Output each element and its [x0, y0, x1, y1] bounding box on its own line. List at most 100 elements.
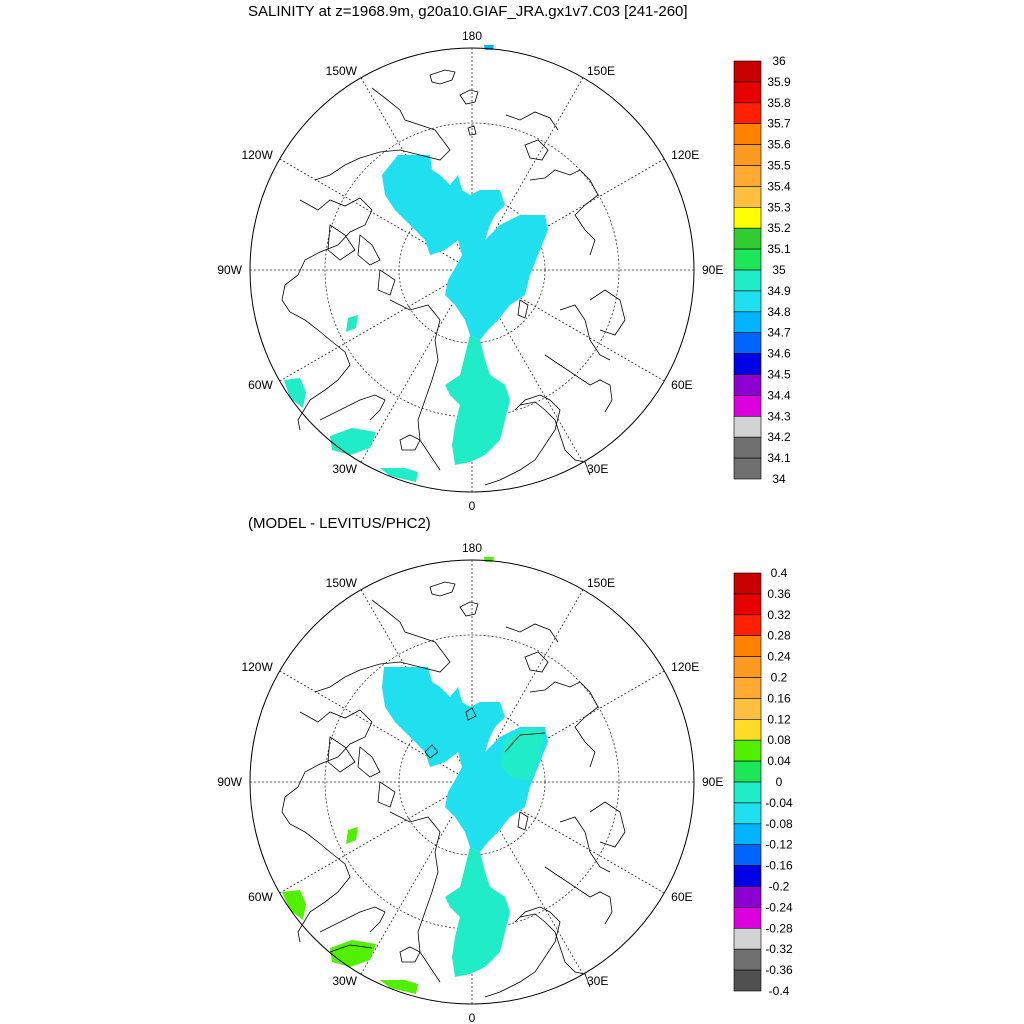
top-lon-label-10: 120W [241, 148, 273, 162]
top-colorbar-swatch-0 [733, 60, 762, 83]
bottom-baffin-fill [282, 890, 306, 920]
bottom-lon-label-10: 120W [241, 660, 273, 674]
bottom-beaufort-inner-fill [500, 728, 545, 780]
bottom-lon-label-3: 90E [702, 775, 723, 789]
top-colorbar-label-14: 34.6 [767, 347, 791, 361]
top-lon-label-3: 90E [702, 263, 723, 277]
top-colorbar-swatch-16 [733, 395, 762, 417]
top-nordic-seas-fill [445, 335, 510, 465]
bottom-longitude-labels: 180 150E 120E 90E 60E 30E 0 30W 60W 90W 120W 150W [217, 541, 723, 1024]
top-colorbar-label-11: 34.9 [767, 284, 791, 298]
bottom-coastlines [281, 581, 626, 998]
bottom-lon-label-9: 90W [217, 775, 242, 789]
bottom-lon-label-4: 60E [671, 890, 692, 904]
top-baffin-fill [284, 378, 306, 408]
top-labrador-fill [330, 428, 376, 455]
top-colorbar-swatch-1 [733, 81, 762, 104]
bottom-colorbar-label-14: -0.16 [765, 859, 793, 873]
top-colorbar-swatch-9 [733, 248, 762, 271]
top-colorbar-swatch-5 [733, 165, 762, 187]
top-lon-label-11: 150W [326, 64, 358, 78]
bottom-colorbar-label-5: 0.2 [771, 671, 788, 685]
bottom-colorbar-label-2: 0.32 [767, 608, 791, 622]
top-map: 180 150E 120E 90E 60E 30E 0 30W 60W 90W 120W 150W [217, 29, 723, 513]
top-colorbar-label-3: 35.7 [767, 117, 791, 131]
bottom-colorbar-swatch-8 [733, 739, 762, 762]
top-colorbar-swatch-7 [733, 207, 762, 229]
top-colorbar-swatch-13 [733, 332, 762, 354]
top-colorbar-label-7: 35.3 [767, 200, 791, 214]
top-lon-label-1: 150E [587, 64, 615, 78]
bottom-atlantic-fill [380, 980, 418, 994]
bottom-lon-label-7: 30W [332, 974, 357, 988]
bottom-labrador-fill [330, 940, 376, 967]
bottom-colorbar-label-8: 0.08 [767, 733, 791, 747]
top-colorbar-label-6: 35.4 [767, 179, 791, 193]
top-colorbar-swatch-2 [733, 102, 762, 125]
top-map-boundary [249, 47, 695, 493]
bottom-lon-label-6: 0 [469, 1011, 476, 1024]
bottom-title: (MODEL - LEVITUS/PHC2) [248, 515, 431, 532]
bottom-colorbar-swatch-18 [733, 948, 762, 971]
top-colorbar-label-15: 34.5 [767, 368, 791, 382]
top-lon-label-0: 180 [462, 29, 482, 43]
top-colorbar: 36 35.9 35.8 35.7 35.6 35.5 35.4 35.3 35.2 35.1 35… [733, 54, 791, 486]
bottom-colorbar-label-15: -0.2 [769, 880, 790, 894]
bottom-colorbar-swatch-14 [733, 865, 762, 887]
top-colorbar-label-5: 35.5 [767, 159, 791, 173]
top-meridian-8 [279, 269, 473, 382]
bottom-colorbar-swatch-19 [733, 969, 762, 992]
top-colorbar-label-17: 34.3 [767, 409, 791, 423]
bottom-colorbar-swatch-1 [733, 593, 762, 616]
bottom-lon-label-1: 150E [587, 576, 615, 590]
top-colorbar-swatch-15 [733, 374, 762, 396]
bottom-colorbar-swatch-17 [733, 927, 762, 950]
bottom-map: 180 150E 120E 90E 60E 30E 0 30W 60W 90W 120W 150W [217, 541, 723, 1024]
bottom-lon-label-5: 30E [587, 974, 608, 988]
bottom-colorbar-label-7: 0.12 [767, 712, 791, 726]
top-longitude-labels: 180 150E 120E 90E 60E 30E 0 30W 60W 90W 120W 150W [217, 29, 723, 513]
bottom-colorbar-label-18: -0.32 [765, 942, 793, 956]
bottom-colorbar: 0.4 0.36 0.32 0.28 0.24 0.2 0.16 0.12 0.08 0.04 0 -… [733, 566, 793, 998]
bottom-colorbar-swatch-6 [733, 698, 762, 720]
bottom-colorbar-label-9: 0.04 [767, 754, 791, 768]
bottom-colorbar-label-12: -0.08 [765, 817, 793, 831]
bottom-arctic-basin-fill [382, 667, 548, 852]
bottom-colorbar-label-20: -0.4 [769, 984, 790, 998]
top-colorbar-swatch-11 [733, 290, 762, 313]
bottom-nordic-seas-fill [445, 847, 510, 977]
top-colorbar-label-10: 35 [772, 263, 786, 277]
bottom-colorbar-swatch-3 [733, 635, 762, 657]
bottom-colorbar-label-10: 0 [776, 775, 783, 789]
top-colorbar-label-20: 34 [772, 472, 786, 486]
top-colorbar-swatch-8 [733, 227, 762, 250]
top-colorbar-label-9: 35.1 [767, 242, 791, 256]
bottom-lon-label-11: 150W [326, 576, 358, 590]
bottom-colorbar-swatch-9 [733, 760, 762, 783]
bottom-lon-label-2: 120E [671, 660, 699, 674]
top-colorbar-label-12: 34.8 [767, 305, 791, 319]
bottom-lon-label-8: 60W [248, 890, 273, 904]
top-colorbar-swatch-18 [733, 436, 762, 459]
bottom-colorbar-label-4: 0.24 [767, 650, 791, 664]
top-small-patch-fill [346, 315, 358, 332]
top-colorbar-label-16: 34.4 [767, 388, 791, 402]
top-colorbar-label-1: 35.9 [767, 75, 791, 89]
top-colorbar-label-18: 34.2 [767, 430, 791, 444]
top-panel: SALINITY at z=1968.9m, g20a10.GIAF_JRA.g… [217, 3, 791, 513]
top-colorbar-swatch-6 [733, 186, 762, 208]
bottom-colorbar-swatch-4 [733, 656, 762, 678]
top-colorbar-swatch-4 [733, 144, 762, 166]
top-colorbar-label-2: 35.8 [767, 96, 791, 110]
bottom-colorbar-label-3: 0.28 [767, 629, 791, 643]
bottom-colorbar-label-11: -0.04 [765, 796, 793, 810]
bottom-small-patch-fill [346, 827, 358, 844]
top-colorbar-label-8: 35.2 [767, 221, 791, 235]
top-lon-label-7: 30W [332, 462, 357, 476]
bottom-colorbar-swatch-12 [733, 823, 762, 845]
bottom-colorbar-swatch-5 [733, 677, 762, 699]
bottom-colorbar-swatch-10 [733, 781, 762, 804]
bottom-colorbar-swatch-13 [733, 844, 762, 866]
bottom-colorbar-label-1: 0.36 [767, 587, 791, 601]
